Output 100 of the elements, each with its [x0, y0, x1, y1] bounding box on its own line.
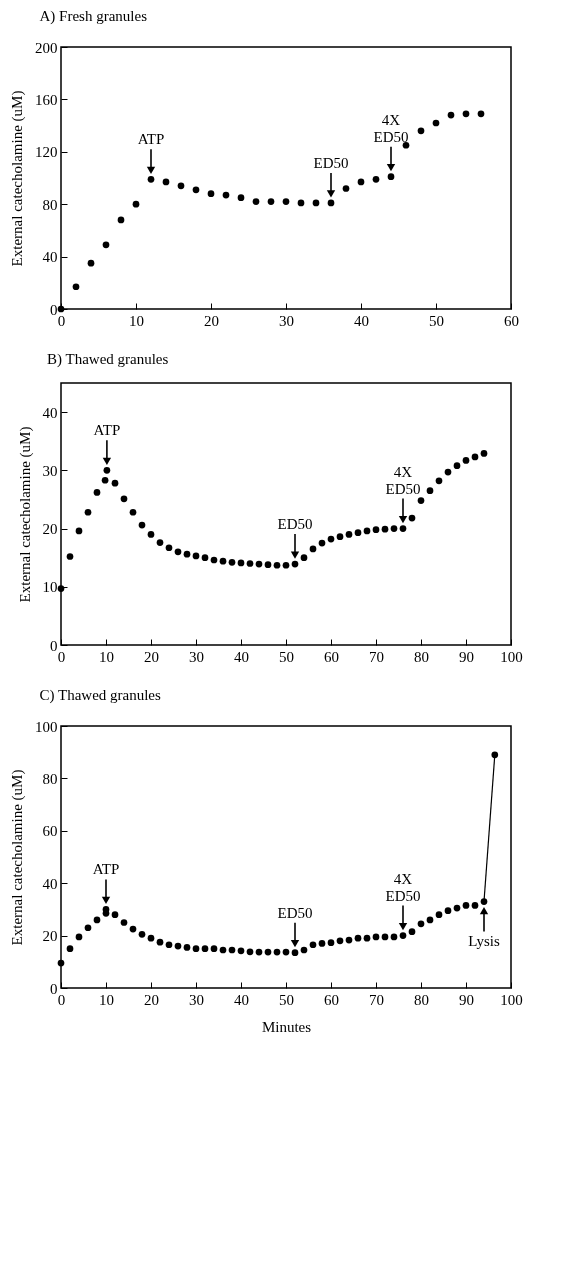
x-tick-label: 80: [414, 991, 429, 1008]
y-tick-label: 20: [42, 521, 58, 538]
x-tick-label: 50: [429, 312, 444, 329]
point: [102, 906, 110, 913]
x-tick-label: 40: [234, 991, 249, 1008]
point: [57, 305, 65, 313]
point: [147, 531, 155, 538]
y-tick-label: 60: [42, 823, 58, 840]
point: [237, 559, 245, 567]
point: [174, 942, 182, 950]
point: [267, 198, 275, 205]
point: [372, 175, 380, 183]
annotation: ED50: [313, 154, 349, 171]
x-tick-label: 30: [189, 648, 204, 665]
point: [453, 904, 461, 912]
x-tick-label: 20: [144, 648, 159, 665]
point: [309, 545, 317, 553]
point: [435, 477, 443, 485]
annotation: ED50: [277, 904, 313, 921]
point: [372, 933, 380, 941]
point: [103, 466, 111, 474]
point: [93, 489, 101, 496]
x-tick-label: 40: [354, 312, 369, 329]
x-tick-label: 20: [144, 991, 159, 1008]
chart-title: A) Fresh granules: [39, 8, 148, 25]
x-tick-label: 40: [234, 648, 249, 665]
point: [390, 933, 398, 941]
point: [345, 936, 353, 944]
point: [207, 190, 215, 198]
y-tick-label: 0: [50, 637, 58, 654]
point: [237, 194, 245, 201]
annotation: 4X ED50: [373, 111, 409, 145]
point: [354, 529, 362, 536]
point: [282, 198, 290, 205]
point: [129, 508, 137, 516]
point: [255, 560, 263, 568]
point: [111, 479, 119, 487]
x-tick-label: 50: [279, 991, 294, 1008]
point: [309, 941, 317, 949]
point: [174, 548, 182, 556]
point: [462, 902, 470, 909]
point: [156, 938, 164, 946]
point: [318, 940, 326, 947]
point: [402, 141, 410, 149]
chart-title: B) Thawed granules: [47, 351, 169, 368]
point: [297, 199, 305, 207]
point: [462, 457, 470, 464]
point: [72, 283, 80, 291]
point: [477, 110, 485, 118]
point: [219, 946, 227, 954]
y-tick-label: 20: [42, 928, 58, 945]
x-tick-label: 10: [99, 648, 114, 665]
point: [363, 934, 371, 942]
annotation: ED50: [277, 516, 313, 533]
point: [117, 216, 125, 224]
point: [93, 916, 101, 924]
x-tick-label: 60: [324, 648, 339, 665]
x-tick-label: 60: [324, 991, 339, 1008]
point: [84, 508, 92, 516]
point: [354, 934, 362, 942]
point: [390, 525, 398, 532]
point: [471, 902, 479, 909]
point: [75, 933, 83, 941]
annotation: Lysis: [468, 932, 500, 949]
x-tick-label: 30: [279, 312, 294, 329]
point: [237, 947, 245, 955]
point: [66, 945, 74, 953]
point: [201, 945, 209, 953]
y-tick-label: 80: [42, 196, 58, 213]
point: [381, 933, 389, 941]
point: [273, 561, 281, 569]
point: [387, 173, 395, 181]
point: [372, 526, 380, 534]
point: [336, 533, 344, 541]
y-tick-label: 40: [42, 249, 58, 266]
point: [426, 916, 434, 924]
point: [417, 127, 425, 135]
y-axis-title: External catecholamine (uM): [9, 769, 26, 946]
point: [480, 450, 488, 457]
y-tick-label: 0: [50, 301, 58, 318]
x-axis-title: Minutes: [261, 1018, 312, 1035]
annotation: 4X ED50: [385, 463, 421, 497]
point: [138, 930, 146, 938]
point: [165, 544, 173, 552]
point: [192, 945, 200, 953]
point: [101, 476, 109, 484]
point: [318, 539, 326, 547]
point: [84, 924, 92, 932]
point: [132, 200, 140, 208]
y-tick-label: 40: [42, 875, 58, 892]
x-tick-label: 60: [504, 312, 519, 329]
point: [300, 946, 308, 954]
point: [399, 932, 407, 939]
point: [147, 175, 155, 183]
y-tick-label: 120: [35, 144, 58, 161]
point: [210, 945, 218, 953]
point: [120, 495, 128, 503]
point: [147, 934, 155, 942]
point: [192, 186, 200, 194]
point: [228, 946, 236, 954]
